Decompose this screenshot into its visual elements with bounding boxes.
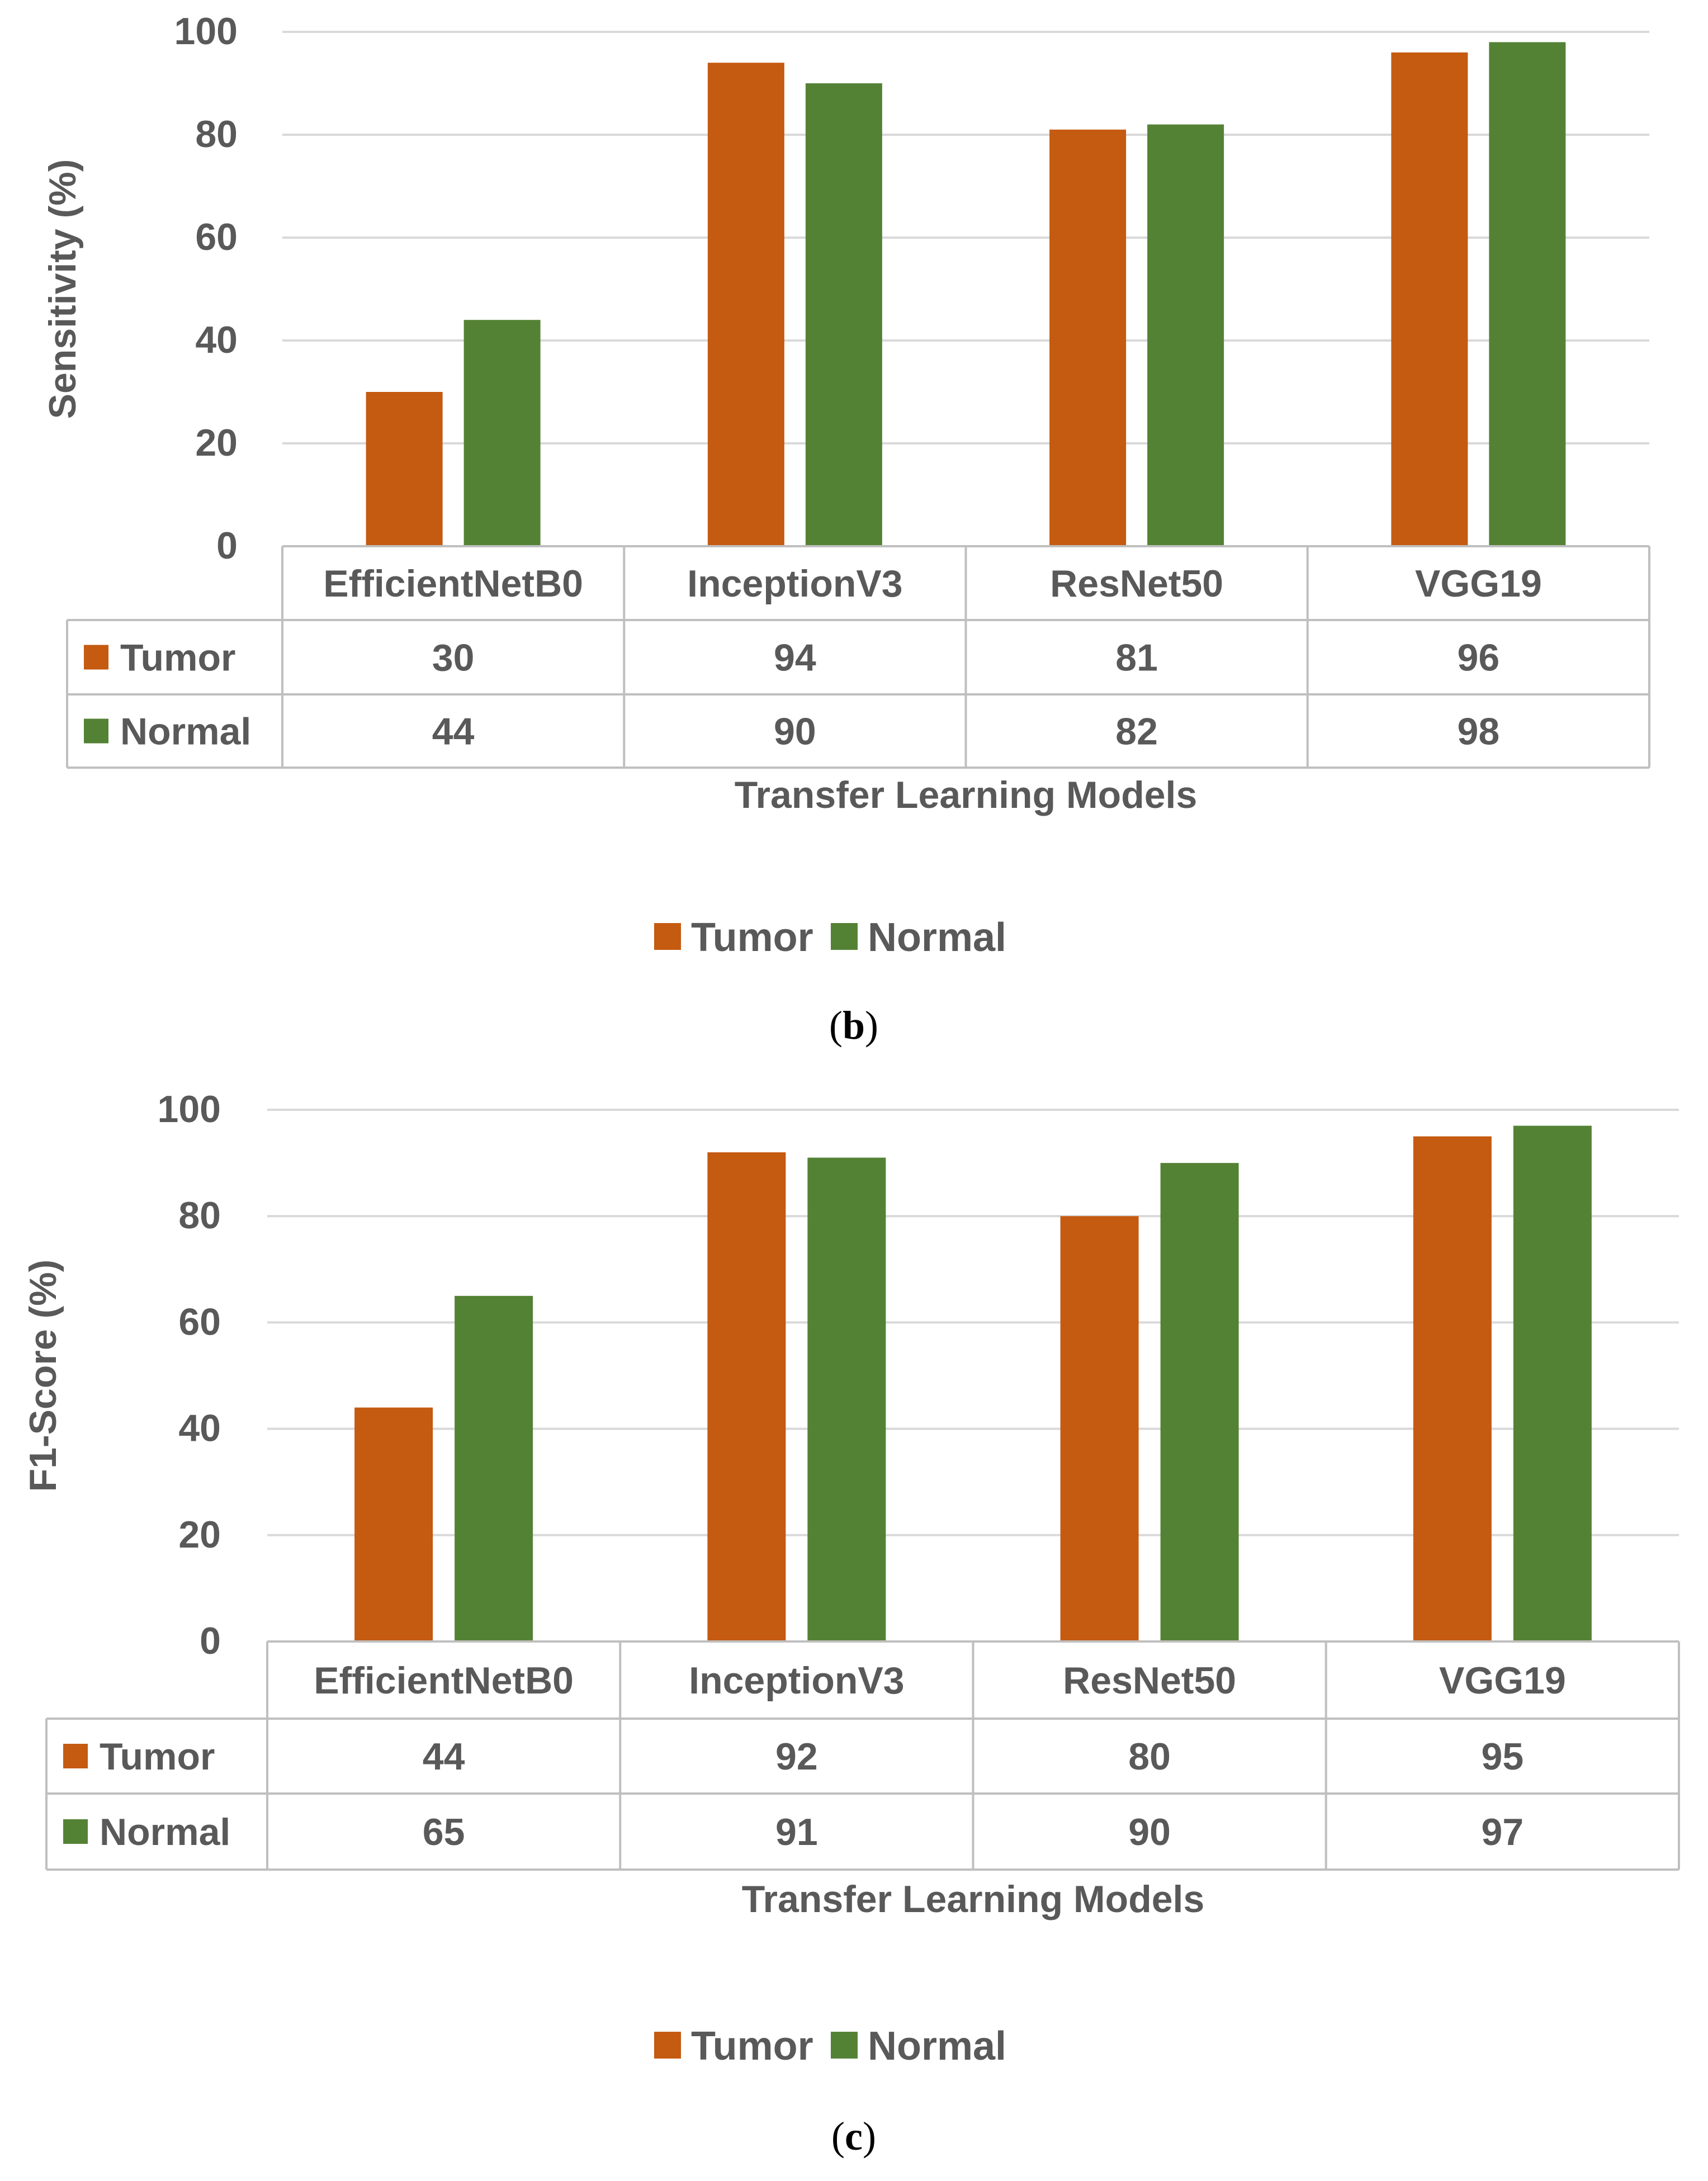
legend-key-tumor	[654, 2032, 681, 2059]
panel-caption: (c)	[831, 2114, 876, 2159]
x-tick-label: EfficientNetB0	[323, 562, 583, 605]
legend-key-normal	[831, 2032, 858, 2059]
y-axis-label: Sensitivity (%)	[41, 159, 84, 419]
data-label: 90	[1128, 1811, 1171, 1853]
data-label: 80	[1128, 1735, 1171, 1778]
bar-tumor-vgg19	[1391, 52, 1468, 547]
data-label: 94	[774, 637, 816, 679]
data-label: 44	[423, 1735, 465, 1778]
y-tick-label: 100	[174, 10, 238, 53]
legend-label-tumor: Tumor	[691, 915, 813, 960]
bar-normal-inceptionv3	[805, 83, 882, 546]
legend-key-tumor	[654, 923, 681, 950]
y-tick-label: 0	[200, 1620, 221, 1662]
legend-key-normal	[831, 923, 858, 950]
data-label: 96	[1458, 637, 1500, 679]
bar-tumor-resnet50	[1049, 129, 1127, 547]
x-axis-label: Transfer Learning Models	[735, 774, 1198, 816]
bar-tumor-efficientnetb0	[354, 1407, 433, 1641]
y-axis-label: F1-Score (%)	[22, 1260, 64, 1492]
data-label: 95	[1482, 1735, 1524, 1778]
bar-tumor-vgg19	[1413, 1136, 1492, 1641]
x-tick-label: VGG19	[1439, 1659, 1566, 1702]
bar-tumor-inceptionv3	[707, 1152, 786, 1641]
chart-panel-c: 0 20 40 60 80 100 F1-Score (%) EfficientNetB0 In…	[22, 1088, 1680, 2159]
table-legend-key-normal	[63, 1819, 88, 1844]
table-row-label-tumor: Tumor	[120, 637, 236, 679]
y-tick-label: 60	[178, 1300, 221, 1343]
table-legend-key-tumor	[63, 1744, 88, 1768]
data-label: 81	[1115, 637, 1158, 679]
table-row-label-tumor: Tumor	[100, 1735, 215, 1778]
data-table: EfficientNetB0 InceptionV3 ResNet50 VGG19 Tu…	[45, 1640, 1680, 1871]
x-tick-label: ResNet50	[1063, 1659, 1236, 1702]
panel-caption: (b)	[829, 1003, 878, 1048]
y-tick-label: 100	[158, 1088, 221, 1130]
bar-normal-efficientnetb0	[455, 1295, 533, 1641]
x-tick-label: VGG19	[1415, 562, 1542, 605]
bar-tumor-resnet50	[1060, 1216, 1139, 1641]
legend-label-tumor: Tumor	[691, 2024, 813, 2069]
bar-normal-vgg19	[1489, 42, 1566, 546]
y-tick-label: 20	[178, 1513, 221, 1556]
bar-normal-efficientnetb0	[463, 320, 541, 546]
legend-label-normal: Normal	[868, 2024, 1006, 2069]
bar-normal-resnet50	[1147, 124, 1224, 547]
data-label: 44	[432, 711, 475, 753]
data-label: 65	[423, 1811, 465, 1853]
bar-normal-resnet50	[1160, 1163, 1239, 1641]
data-label: 82	[1115, 711, 1158, 753]
table-row-label-normal: Normal	[120, 711, 251, 753]
caption-letter: c	[845, 2114, 863, 2159]
data-label: 92	[775, 1735, 818, 1778]
bar-normal-inceptionv3	[807, 1157, 886, 1641]
y-tick-label: 0	[216, 524, 238, 567]
table-legend-key-tumor	[84, 645, 108, 670]
bar-normal-vgg19	[1513, 1125, 1592, 1641]
y-tick-label: 80	[178, 1194, 221, 1237]
data-label: 90	[774, 711, 816, 753]
legend: Tumor Normal	[654, 915, 1006, 960]
data-table: EfficientNetB0 InceptionV3 ResNet50 VGG19 Tu…	[66, 545, 1650, 769]
chart-panel-b: 0 20 40 60 80 100 Sensitivity (%) EfficientNetB…	[41, 10, 1650, 1048]
data-label: 91	[775, 1811, 818, 1853]
x-tick-label: InceptionV3	[689, 1659, 904, 1702]
caption-letter: b	[843, 1003, 865, 1048]
x-tick-label: InceptionV3	[687, 562, 902, 605]
bar-tumor-efficientnetb0	[366, 392, 443, 546]
y-tick-label: 60	[195, 216, 238, 258]
legend-label-normal: Normal	[868, 915, 1006, 960]
y-tick-label: 20	[195, 422, 238, 464]
y-tick-label: 40	[195, 319, 238, 361]
y-tick-label: 80	[195, 113, 238, 155]
y-tick-label: 40	[178, 1407, 221, 1450]
data-label: 97	[1482, 1811, 1524, 1853]
bar-tumor-inceptionv3	[707, 63, 784, 546]
legend: Tumor Normal	[654, 2024, 1006, 2069]
x-tick-label: ResNet50	[1050, 562, 1223, 605]
table-legend-key-normal	[84, 718, 108, 744]
data-label: 30	[432, 637, 475, 679]
table-row-label-normal: Normal	[100, 1811, 230, 1853]
x-tick-label: EfficientNetB0	[314, 1659, 574, 1702]
data-label: 98	[1458, 711, 1500, 753]
x-axis-label: Transfer Learning Models	[742, 1878, 1205, 1920]
